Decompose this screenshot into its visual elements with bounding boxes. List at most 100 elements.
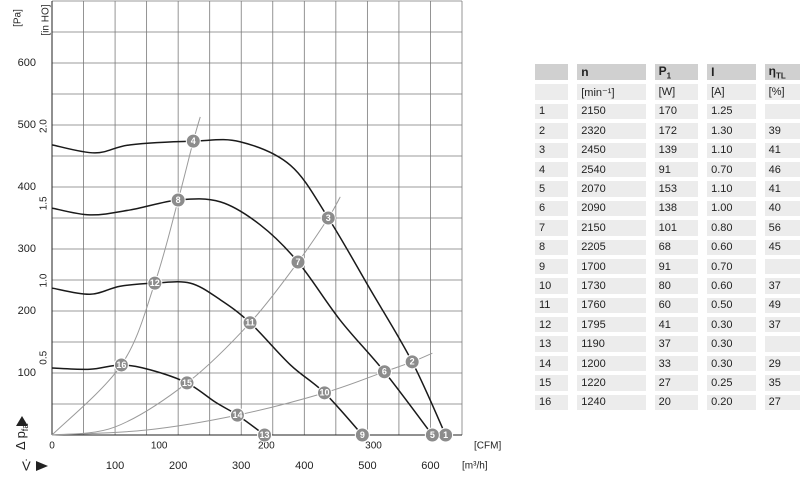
- chart: [Pa] [in HO] [CFM] [m³/h] Δ pfa V̇ 10020…: [13, 0, 501, 473]
- table-cell: 2320: [577, 123, 655, 139]
- operating-point: 11: [242, 315, 258, 331]
- table-cell: 8: [535, 239, 578, 255]
- point-label: 3: [326, 213, 331, 223]
- operating-point: 6: [376, 364, 392, 380]
- table-cell: 0.70: [707, 161, 765, 178]
- point-marker: [354, 427, 370, 443]
- table-cell: 13: [535, 336, 578, 352]
- table-cell: 2: [535, 123, 578, 139]
- point-label: 10: [319, 388, 329, 398]
- y-tick-label: 600: [18, 57, 36, 69]
- header-text: I: [711, 65, 715, 80]
- curve: [51, 280, 363, 436]
- table-cell: 2090: [577, 200, 655, 217]
- table-cell: 2150: [577, 220, 655, 236]
- header-text: P: [658, 64, 667, 78]
- table-row: 10 1730 80 0.60 37: [535, 278, 800, 294]
- point-label: 16: [116, 360, 126, 370]
- table-cell: 4: [535, 161, 578, 178]
- table-cell: 10: [535, 278, 578, 294]
- point-marker: [257, 427, 273, 443]
- table-row: 8 2205 68 0.60 45: [535, 239, 800, 255]
- x2-tick-label: 200: [258, 441, 275, 452]
- point-label: 8: [176, 195, 181, 205]
- y-label-group: Δ pfa: [13, 416, 30, 450]
- x2-tick-label: 300: [365, 441, 382, 452]
- point-label: 1: [443, 430, 448, 440]
- table-cell: 2150: [577, 103, 655, 120]
- table-cell: 29: [764, 355, 800, 372]
- table-cell: 45: [764, 239, 800, 255]
- table-cell: 11: [535, 297, 578, 314]
- table-row: 9 1700 91 0.70: [535, 258, 800, 275]
- table-row: 16 1240 20 0.20 27: [535, 394, 800, 411]
- operating-point: 3: [320, 210, 336, 226]
- unit-cell: [535, 84, 578, 100]
- point-marker: [316, 385, 332, 401]
- operating-point: 15: [179, 375, 195, 391]
- point-marker: [170, 192, 186, 208]
- table-row: 12 1795 41 0.30 37: [535, 317, 800, 333]
- table-cell: 1240: [577, 394, 655, 411]
- point-label: 12: [150, 278, 160, 288]
- y-label: Δ pfa: [13, 424, 30, 450]
- operating-point: 14: [229, 407, 245, 423]
- table-cell: 27: [654, 375, 708, 391]
- header-text: η: [768, 64, 776, 78]
- point-label: 15: [182, 378, 192, 388]
- table-cell: 2450: [577, 142, 655, 158]
- table-cell: 60: [654, 297, 708, 314]
- point-label: 7: [295, 257, 300, 267]
- y-tick-label: 500: [18, 119, 36, 131]
- table-cell: 5: [535, 181, 578, 197]
- operating-point: 2: [404, 354, 420, 370]
- table-cell: 15: [535, 375, 578, 391]
- y-label-text: Δ p: [13, 431, 28, 450]
- table-row: 4 2540 91 0.70 46: [535, 161, 800, 178]
- table-cell: 35: [764, 375, 800, 391]
- x-unit: [m³/h]: [462, 461, 488, 472]
- table-cell: 1.10: [707, 181, 765, 197]
- table-cell: 1700: [577, 258, 655, 275]
- table-cell: 2070: [577, 181, 655, 197]
- table-cell: [764, 103, 800, 120]
- operating-point: 5: [424, 427, 440, 443]
- table-cell: 1760: [577, 297, 655, 314]
- table-cell: 0.25: [707, 375, 765, 391]
- table-cell: 153: [654, 181, 708, 197]
- table-cell: 0.50: [707, 297, 765, 314]
- operating-point: 10: [316, 385, 332, 401]
- table-cell: 37: [654, 336, 708, 352]
- table-cell: 49: [764, 297, 800, 314]
- y-tick-label: 200: [18, 305, 36, 317]
- y2-tick-label: 1.0: [39, 273, 50, 287]
- y2-unit: [in HO]: [41, 4, 52, 35]
- x-tick-label: 400: [295, 460, 313, 472]
- x-tick-label: 200: [169, 460, 187, 472]
- operating-point: 13: [257, 427, 273, 443]
- table-cell: 91: [654, 258, 708, 275]
- table-row: 15 1220 27 0.25 35: [535, 375, 800, 391]
- point-marker: [113, 357, 129, 373]
- table-cell: 139: [654, 142, 708, 158]
- table-cell: 41: [764, 181, 800, 197]
- table-cell: 0.30: [707, 317, 765, 333]
- table-row: 11 1760 60 0.50 49: [535, 297, 800, 314]
- table-row: 6 2090 138 1.00 40: [535, 200, 800, 217]
- table-cell: 41: [654, 317, 708, 333]
- point-label: 5: [430, 430, 435, 440]
- table-cell: 2540: [577, 161, 655, 178]
- point-marker: [242, 315, 258, 331]
- header-cell: P1: [654, 64, 708, 81]
- table-cell: 41: [764, 142, 800, 158]
- operating-point: 12: [147, 275, 163, 291]
- table-cell: 0.20: [707, 394, 765, 411]
- x-tick-label: 600: [421, 460, 439, 472]
- header-cell: n: [577, 64, 655, 81]
- table-cell: 6: [535, 200, 578, 217]
- x2-unit: [CFM]: [474, 441, 501, 452]
- operating-point: 9: [354, 427, 370, 443]
- table-cell: 1.10: [707, 142, 765, 158]
